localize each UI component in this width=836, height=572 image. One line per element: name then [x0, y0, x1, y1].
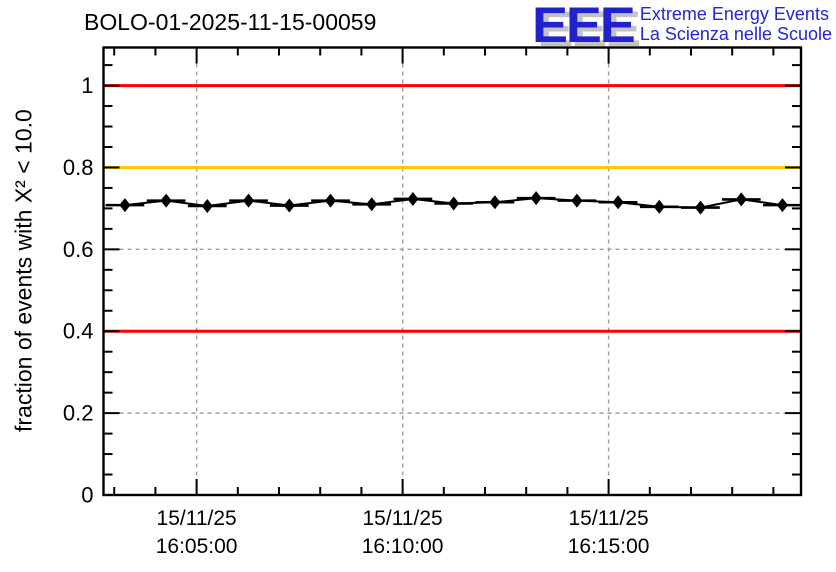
eee-logo: EEE Extreme Energy Events La Scienza nel…	[531, 0, 832, 53]
data-point-marker	[489, 195, 501, 210]
data-point-marker	[407, 191, 419, 206]
data-point-marker	[694, 200, 707, 215]
data-point-marker	[201, 198, 213, 213]
y-tick-label: 0.8	[63, 155, 94, 180]
data-point-marker	[530, 191, 542, 206]
data-point-marker	[366, 197, 378, 212]
data-point-marker	[119, 198, 131, 213]
data-point-marker	[160, 193, 172, 208]
x-tick-label: 15/11/25	[157, 507, 237, 530]
x-tick-label: 16:05:00	[156, 535, 238, 558]
data-point-marker	[612, 195, 624, 210]
y-tick-label: 0.4	[63, 319, 94, 344]
y-tick-label: 0	[81, 483, 93, 508]
eee-logo-line1: Extreme Energy Events	[639, 4, 829, 24]
x-tick-label: 15/11/25	[569, 507, 649, 530]
data-point-marker	[242, 193, 255, 208]
data-point-marker	[653, 199, 665, 214]
data-point-marker	[324, 193, 337, 208]
x-tick-label: 16:10:00	[362, 535, 444, 558]
data-point-marker	[448, 196, 460, 211]
plot-title: BOLO-01-2025-11-15-00059	[84, 9, 377, 35]
data-point-marker	[571, 193, 583, 208]
y-tick-label: 1	[81, 73, 93, 98]
eee-logo-line2: La Scienza nelle Scuole	[639, 24, 832, 44]
y-tick-label: 0.2	[63, 401, 94, 426]
data-point-marker	[735, 192, 747, 207]
y-tick-label: 0.6	[63, 237, 94, 262]
x-tick-label: 16:15:00	[568, 535, 650, 558]
data-point-marker	[776, 198, 789, 213]
plot-frame	[102, 46, 803, 497]
data-point-marker	[283, 198, 295, 213]
x-tick-label: 15/11/25	[363, 507, 443, 530]
eee-logo-text: Extreme Energy Events La Scienza nelle S…	[640, 3, 832, 44]
eee-logo-letters-icon: EEE	[531, 0, 636, 53]
